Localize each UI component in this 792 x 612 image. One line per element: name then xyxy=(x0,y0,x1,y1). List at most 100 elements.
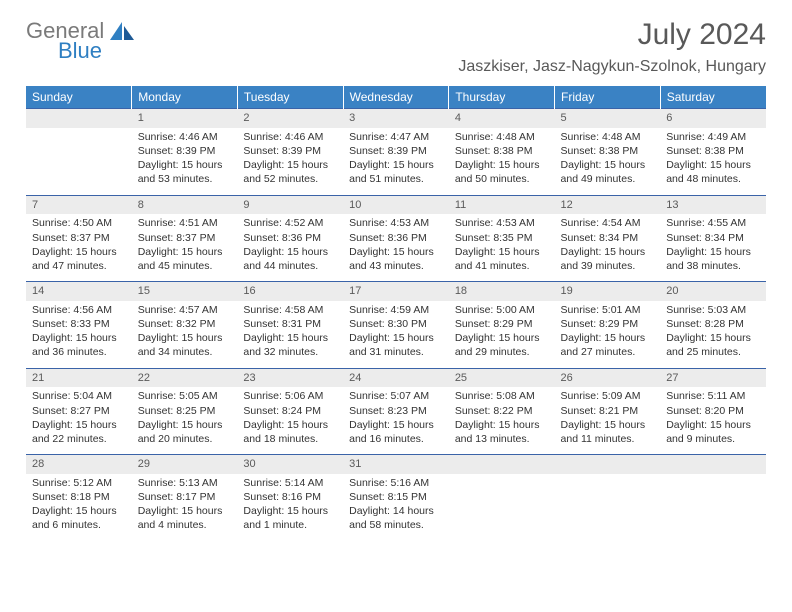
day-detail-cell: Sunrise: 5:14 AMSunset: 8:16 PMDaylight:… xyxy=(237,474,343,541)
day-number-cell: 8 xyxy=(132,195,238,214)
day-number-cell: 15 xyxy=(132,282,238,301)
day-number-cell: 29 xyxy=(132,455,238,474)
day-detail-line: Daylight: 15 hours and 25 minutes. xyxy=(666,331,760,359)
weekday-header-row: Sunday Monday Tuesday Wednesday Thursday… xyxy=(26,86,766,109)
day-detail-line: Sunset: 8:30 PM xyxy=(349,317,443,331)
day-detail-line: Daylight: 15 hours and 11 minutes. xyxy=(561,418,655,446)
day-detail-cell: Sunrise: 5:09 AMSunset: 8:21 PMDaylight:… xyxy=(555,387,661,454)
day-detail-line: Sunset: 8:31 PM xyxy=(243,317,337,331)
day-detail-line: Sunset: 8:32 PM xyxy=(138,317,232,331)
day-detail-row: Sunrise: 4:46 AMSunset: 8:39 PMDaylight:… xyxy=(26,128,766,195)
day-detail-line: Sunset: 8:39 PM xyxy=(138,144,232,158)
day-detail-line: Sunset: 8:33 PM xyxy=(32,317,126,331)
day-detail-line: Daylight: 15 hours and 4 minutes. xyxy=(138,504,232,532)
day-detail-line: Daylight: 14 hours and 58 minutes. xyxy=(349,504,443,532)
title-block: July 2024 Jaszkiser, Jasz-Nagykun-Szolno… xyxy=(458,18,766,76)
day-detail-line: Sunset: 8:37 PM xyxy=(32,231,126,245)
day-detail-line: Sunset: 8:35 PM xyxy=(455,231,549,245)
day-detail-line: Sunset: 8:25 PM xyxy=(138,404,232,418)
day-detail-line: Sunrise: 5:14 AM xyxy=(243,476,337,490)
day-detail-line: Sunrise: 4:55 AM xyxy=(666,216,760,230)
day-number-cell: 24 xyxy=(343,368,449,387)
calendar-table: Sunday Monday Tuesday Wednesday Thursday… xyxy=(26,86,766,541)
day-number-cell: 28 xyxy=(26,455,132,474)
day-detail-line: Sunrise: 4:59 AM xyxy=(349,303,443,317)
day-number-cell: 23 xyxy=(237,368,343,387)
day-detail-line: Sunset: 8:15 PM xyxy=(349,490,443,504)
day-detail-line: Sunset: 8:22 PM xyxy=(455,404,549,418)
day-detail-line: Sunrise: 5:01 AM xyxy=(561,303,655,317)
day-number-row: 123456 xyxy=(26,109,766,128)
day-detail-cell xyxy=(555,474,661,541)
day-detail-line: Sunset: 8:29 PM xyxy=(455,317,549,331)
day-detail-cell: Sunrise: 5:05 AMSunset: 8:25 PMDaylight:… xyxy=(132,387,238,454)
day-number-cell: 30 xyxy=(237,455,343,474)
day-detail-line: Daylight: 15 hours and 22 minutes. xyxy=(32,418,126,446)
day-detail-line: Sunrise: 4:48 AM xyxy=(561,130,655,144)
day-number-cell: 11 xyxy=(449,195,555,214)
day-detail-line: Sunset: 8:38 PM xyxy=(561,144,655,158)
day-number-cell: 22 xyxy=(132,368,238,387)
day-detail-line: Daylight: 15 hours and 52 minutes. xyxy=(243,158,337,186)
logo-word-blue: Blue xyxy=(58,38,104,64)
day-number-cell: 12 xyxy=(555,195,661,214)
page-header: General Blue July 2024 Jaszkiser, Jasz-N… xyxy=(26,18,766,76)
day-detail-line: Daylight: 15 hours and 6 minutes. xyxy=(32,504,126,532)
day-detail-line: Daylight: 15 hours and 27 minutes. xyxy=(561,331,655,359)
day-number-cell: 31 xyxy=(343,455,449,474)
day-detail-cell: Sunrise: 5:08 AMSunset: 8:22 PMDaylight:… xyxy=(449,387,555,454)
day-number-cell: 19 xyxy=(555,282,661,301)
day-detail-cell xyxy=(449,474,555,541)
day-detail-cell: Sunrise: 4:54 AMSunset: 8:34 PMDaylight:… xyxy=(555,214,661,281)
day-detail-line: Sunrise: 5:00 AM xyxy=(455,303,549,317)
day-detail-line: Sunrise: 4:53 AM xyxy=(455,216,549,230)
day-detail-line: Daylight: 15 hours and 39 minutes. xyxy=(561,245,655,273)
day-number-cell: 16 xyxy=(237,282,343,301)
day-number-cell xyxy=(449,455,555,474)
day-detail-line: Sunrise: 5:11 AM xyxy=(666,389,760,403)
day-number-cell xyxy=(555,455,661,474)
day-detail-line: Sunrise: 4:57 AM xyxy=(138,303,232,317)
day-detail-line: Sunrise: 5:04 AM xyxy=(32,389,126,403)
day-detail-cell: Sunrise: 4:46 AMSunset: 8:39 PMDaylight:… xyxy=(237,128,343,195)
weekday-header: Friday xyxy=(555,86,661,109)
day-number-cell: 5 xyxy=(555,109,661,128)
weekday-header: Thursday xyxy=(449,86,555,109)
day-number-cell: 2 xyxy=(237,109,343,128)
day-detail-line: Sunset: 8:34 PM xyxy=(561,231,655,245)
day-detail-line: Sunrise: 4:54 AM xyxy=(561,216,655,230)
day-number-cell: 18 xyxy=(449,282,555,301)
day-detail-line: Sunrise: 5:05 AM xyxy=(138,389,232,403)
day-detail-line: Sunset: 8:17 PM xyxy=(138,490,232,504)
day-detail-cell: Sunrise: 4:56 AMSunset: 8:33 PMDaylight:… xyxy=(26,301,132,368)
day-detail-line: Daylight: 15 hours and 32 minutes. xyxy=(243,331,337,359)
day-number-cell: 4 xyxy=(449,109,555,128)
day-detail-line: Daylight: 15 hours and 53 minutes. xyxy=(138,158,232,186)
day-detail-line: Daylight: 15 hours and 51 minutes. xyxy=(349,158,443,186)
month-title: July 2024 xyxy=(458,18,766,52)
day-number-cell: 13 xyxy=(660,195,766,214)
day-detail-line: Daylight: 15 hours and 36 minutes. xyxy=(32,331,126,359)
day-detail-cell: Sunrise: 4:47 AMSunset: 8:39 PMDaylight:… xyxy=(343,128,449,195)
day-detail-cell: Sunrise: 4:49 AMSunset: 8:38 PMDaylight:… xyxy=(660,128,766,195)
day-number-cell: 21 xyxy=(26,368,132,387)
day-number-cell: 20 xyxy=(660,282,766,301)
day-detail-cell: Sunrise: 5:07 AMSunset: 8:23 PMDaylight:… xyxy=(343,387,449,454)
day-number-cell: 3 xyxy=(343,109,449,128)
day-detail-line: Sunrise: 5:03 AM xyxy=(666,303,760,317)
day-number-cell: 9 xyxy=(237,195,343,214)
day-detail-line: Daylight: 15 hours and 45 minutes. xyxy=(138,245,232,273)
day-detail-cell: Sunrise: 5:00 AMSunset: 8:29 PMDaylight:… xyxy=(449,301,555,368)
day-detail-row: Sunrise: 5:12 AMSunset: 8:18 PMDaylight:… xyxy=(26,474,766,541)
day-detail-line: Sunset: 8:16 PM xyxy=(243,490,337,504)
day-number-row: 14151617181920 xyxy=(26,282,766,301)
day-detail-row: Sunrise: 4:50 AMSunset: 8:37 PMDaylight:… xyxy=(26,214,766,281)
logo: General Blue xyxy=(26,18,136,64)
day-number-cell: 6 xyxy=(660,109,766,128)
day-number-row: 78910111213 xyxy=(26,195,766,214)
day-detail-line: Sunset: 8:27 PM xyxy=(32,404,126,418)
day-detail-line: Sunrise: 4:52 AM xyxy=(243,216,337,230)
day-detail-line: Daylight: 15 hours and 41 minutes. xyxy=(455,245,549,273)
day-detail-line: Sunset: 8:39 PM xyxy=(349,144,443,158)
day-detail-cell: Sunrise: 5:01 AMSunset: 8:29 PMDaylight:… xyxy=(555,301,661,368)
